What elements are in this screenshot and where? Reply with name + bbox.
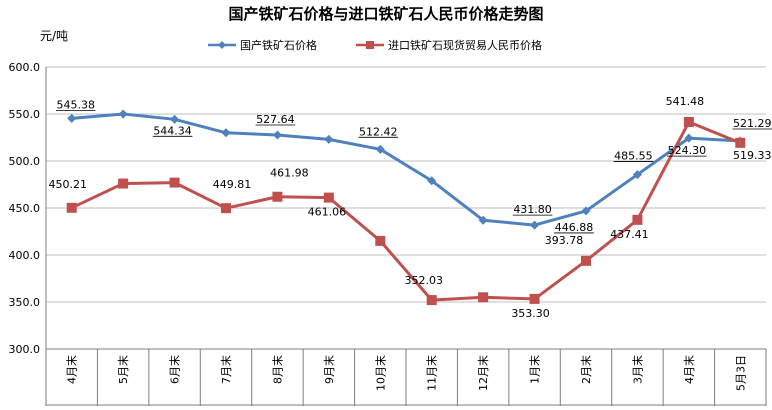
data-point: [684, 133, 694, 143]
legend-marker-import: [366, 41, 374, 49]
data-label: 437.41: [610, 228, 649, 241]
data-point: [581, 255, 591, 266]
y-axis-unit: 元/吨: [40, 29, 68, 43]
y-tick-label: 500.0: [9, 155, 41, 168]
data-label: 524.30: [668, 144, 707, 157]
data-point: [272, 130, 282, 140]
x-tick-label: 7月末: [219, 355, 233, 384]
y-axis: 300.0 350.0 400.0 450.0 500.0 550.0 600.0: [9, 61, 41, 356]
data-point: [170, 114, 180, 124]
data-point: [478, 292, 489, 303]
x-tick-label: 11月末: [425, 355, 439, 391]
data-point: [324, 134, 334, 144]
data-point: [221, 203, 231, 214]
data-point: [478, 215, 488, 225]
data-point: [118, 178, 129, 189]
legend: 国产铁矿石价格 进口铁矿石现货贸易人民币价格: [208, 38, 542, 52]
x-tick-label: 5月3日: [734, 355, 747, 391]
data-label: 431.80: [513, 203, 552, 216]
data-label: 446.88: [555, 221, 594, 234]
data-label: 512.42: [359, 125, 398, 138]
data-point: [529, 293, 540, 304]
y-tick-label: 600.0: [9, 61, 41, 74]
x-tick-label: 8月末: [270, 355, 284, 384]
data-point: [323, 192, 334, 203]
chart-title: 国产铁矿石价格与进口铁矿石人民币价格走势图: [228, 5, 543, 23]
data-label: 527.64: [256, 113, 295, 126]
data-point: [375, 144, 385, 154]
data-label: 461.98: [270, 167, 309, 180]
data-point: [272, 191, 283, 202]
data-point: [632, 214, 643, 225]
data-label: 353.30: [511, 307, 550, 320]
x-tick-label: 5月末: [116, 355, 130, 384]
data-label: 519.33: [733, 149, 772, 162]
legend-marker-domestic: [218, 41, 226, 49]
data-label: 541.48: [666, 95, 705, 108]
x-tick-label: 2月末: [579, 355, 593, 384]
x-tick-label: 12月末: [476, 355, 490, 391]
data-label: 544.34: [153, 124, 192, 137]
data-point: [169, 177, 180, 188]
data-point: [427, 176, 437, 186]
data-label: 521.29: [733, 117, 772, 130]
series-line: [71, 120, 741, 302]
series-line: [71, 112, 741, 227]
data-point: [66, 202, 77, 213]
data-point: [67, 113, 77, 123]
data-label: 485.55: [614, 150, 653, 163]
x-tick-label: 3月末: [630, 355, 644, 384]
data-point: [581, 206, 591, 216]
data-point: [118, 109, 128, 119]
x-tick-label: 1月末: [528, 355, 542, 384]
data-point: [221, 128, 231, 138]
x-tick-label: 6月末: [168, 355, 182, 384]
axes: [45, 67, 767, 406]
data-point: [375, 235, 386, 246]
data-label: 393.78: [545, 234, 584, 247]
data-point: [735, 137, 746, 148]
y-tick-label: 450.0: [9, 202, 41, 215]
x-tick-label: 9月末: [322, 355, 336, 384]
y-tick-label: 300.0: [9, 343, 41, 356]
data-label: 545.38: [56, 98, 95, 111]
data-point: [426, 295, 437, 306]
data-point: [683, 117, 694, 128]
legend-label-import: 进口铁矿石现货贸易人民币价格: [388, 38, 542, 52]
x-tick-label: 10月末: [373, 355, 387, 391]
legend-label-domestic: 国产铁矿石价格: [240, 38, 317, 52]
x-tick-label: 4月末: [682, 355, 696, 384]
data-label: 461.06: [308, 206, 347, 219]
data-label: 450.21: [48, 178, 87, 191]
series-group: [66, 109, 746, 306]
data-point: [632, 170, 642, 180]
data-label: 449.81: [213, 178, 252, 191]
x-axis: 4月末 5月末 6月末 7月末 8月末 9月末 10月末 11月末 12月末 1月末 2月末 3月末 4…: [65, 355, 748, 391]
data-label: 352.03: [404, 274, 443, 287]
y-tick-label: 350.0: [9, 296, 41, 309]
grid: [46, 66, 766, 303]
y-tick-label: 400.0: [9, 249, 41, 262]
x-tick-label: 4月末: [65, 355, 79, 384]
y-tick-label: 550.0: [9, 108, 41, 121]
data-point: [530, 220, 540, 230]
